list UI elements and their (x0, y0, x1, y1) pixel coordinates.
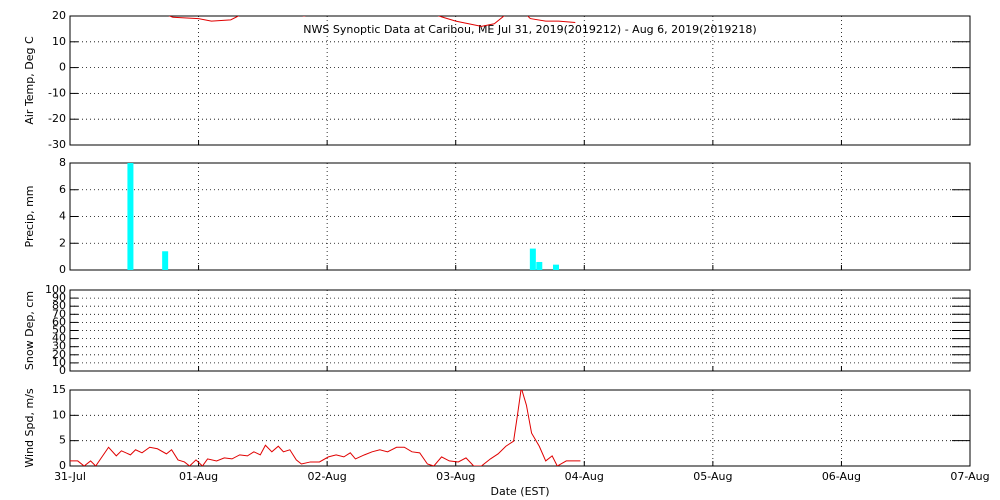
bar (536, 261, 543, 270)
y-tick-label: 100 (45, 283, 66, 296)
plot-frame (69, 389, 971, 467)
y-tick-label: 0 (59, 459, 66, 472)
y-tick-label: 2 (59, 236, 66, 249)
y-tick-label: 0 (59, 364, 66, 377)
x-axis-label: Date (EST) (490, 485, 549, 498)
y-tick-label: 70 (52, 307, 66, 320)
y-tick-label: 80 (52, 299, 66, 312)
chart-title: NWS Synoptic Data at Caribou, ME Jul 31,… (303, 23, 756, 36)
y-tick-label: 30 (52, 340, 66, 353)
bar (162, 251, 169, 270)
y-tick-label: 8 (59, 156, 66, 169)
bar (529, 248, 536, 270)
y-tick-label: 5 (59, 434, 66, 447)
y-tick-label: 20 (52, 9, 66, 22)
series (70, 390, 581, 466)
y-axis-label: Air Temp, Deg C (23, 36, 36, 125)
y-axis-label: Precip, mm (23, 186, 36, 248)
series (127, 163, 559, 270)
data-line (70, 390, 581, 466)
y-tick-label: -10 (48, 86, 66, 99)
bar (553, 264, 559, 270)
y-tick-label: 10 (52, 356, 66, 369)
plot-frame (69, 15, 971, 146)
x-tick-label: 05-Aug (693, 470, 732, 483)
x-tick-label: 01-Aug (179, 470, 218, 483)
x-tick-label: 07-Aug (950, 470, 989, 483)
x-tick-label: 02-Aug (308, 470, 347, 483)
y-tick-label: 40 (52, 332, 66, 345)
y-tick-label: 90 (52, 291, 66, 304)
x-tick-label: 04-Aug (565, 470, 604, 483)
plot-frame (69, 162, 971, 271)
x-tick-label: 03-Aug (436, 470, 475, 483)
y-tick-label: 15 (52, 383, 66, 396)
plot-frame (69, 289, 971, 372)
y-axis-label: Snow Dep, cm (23, 291, 36, 370)
y-tick-label: 10 (52, 35, 66, 48)
y-tick-label: 20 (52, 348, 66, 361)
data-line (168, 16, 576, 27)
y-tick-label: 0 (59, 263, 66, 276)
series (168, 16, 576, 27)
y-tick-label: 6 (59, 183, 66, 196)
y-tick-label: 60 (52, 315, 66, 328)
y-tick-label: 4 (59, 210, 66, 223)
y-tick-label: -20 (48, 112, 66, 125)
y-tick-label: 10 (52, 408, 66, 421)
x-tick-label: 06-Aug (822, 470, 861, 483)
y-tick-label: 50 (52, 324, 66, 337)
y-axis-label: Wind Spd, m/s (23, 388, 36, 468)
y-tick-label: -30 (48, 138, 66, 151)
x-tick-label: 31-Jul (54, 470, 86, 483)
bar (127, 163, 134, 270)
y-tick-label: 0 (59, 61, 66, 74)
